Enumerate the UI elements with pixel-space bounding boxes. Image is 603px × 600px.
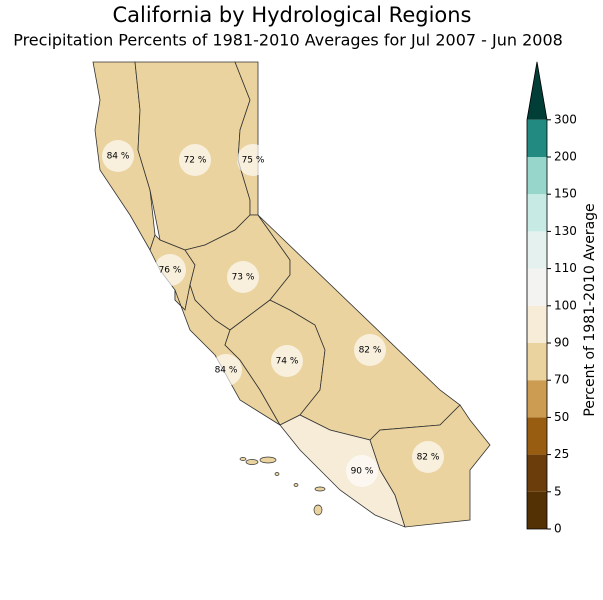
colorbar-bin (527, 194, 547, 232)
colorbar-tick-label: 50 (554, 410, 569, 424)
region-label: 90 % (351, 467, 374, 477)
label-bubble (237, 144, 269, 176)
colorbar-tick-label: 5 (554, 484, 562, 498)
label-bubble (271, 345, 303, 377)
region-label: 84 % (215, 366, 238, 376)
label-bubble (354, 334, 386, 366)
label-bubble (154, 254, 186, 286)
colorbar-bin (527, 268, 547, 306)
colorbar-bin (527, 454, 547, 492)
colorbar-bin (527, 343, 547, 381)
colorbar-bin (527, 231, 547, 269)
label-bubble (227, 261, 259, 293)
title: California by Hydrological Regions (113, 3, 472, 27)
colorbar-bin (527, 380, 547, 418)
colorbar-tick-label: 300 (554, 112, 577, 126)
colorbar: 0 5 25 50 70 90 100 110 130 150 200 300 (526, 61, 577, 536)
region-label: 82 % (359, 346, 382, 356)
region-label: 73 % (232, 273, 255, 283)
colorbar-bin (527, 157, 547, 195)
islands (239, 456, 326, 516)
colorbar-bin (527, 305, 547, 343)
label-bubble (210, 354, 242, 386)
label-bubble (346, 455, 378, 487)
region-label: 72 % (184, 156, 207, 166)
colorbar-tick-label: 90 (554, 336, 569, 350)
label-bubble (179, 144, 211, 176)
region-label: 75 % (242, 156, 265, 166)
region (234, 61, 259, 216)
colorbar-tick-label: 70 (554, 373, 569, 387)
colorbar-tick-label: 25 (554, 447, 569, 461)
colorbar-bin (527, 119, 547, 157)
subtitle: Precipitation Percents of 1981-2010 Aver… (13, 31, 563, 50)
label-bubble (412, 441, 444, 473)
colorbar-tick-label: 150 (554, 187, 577, 201)
colorbar-frame (526, 61, 548, 530)
regions (92, 61, 491, 528)
colorbar-extend (527, 61, 547, 120)
region-labels: 84 % 72 % 75 % 76 % 73 % 84 % 74 % 82 % 90 % 82 % (102, 140, 444, 487)
colorbar-tick-label: 130 (554, 224, 577, 238)
colorbar-tick-label: 200 (554, 150, 577, 164)
colorbar-bin (527, 491, 547, 529)
colorbar-tick-label: 100 (554, 298, 577, 312)
region-label: 82 % (417, 453, 440, 463)
colorbar-bin (527, 417, 547, 455)
label-bubble (102, 140, 134, 172)
region-label: 76 % (159, 266, 182, 276)
colorbar-tick-label: 0 (554, 522, 562, 536)
region-label: 84 % (107, 152, 130, 162)
colorbar-label: Percent of 1981-2010 Average (582, 203, 598, 416)
region-label: 74 % (276, 357, 299, 367)
colorbar-tick-label: 110 (554, 261, 577, 275)
